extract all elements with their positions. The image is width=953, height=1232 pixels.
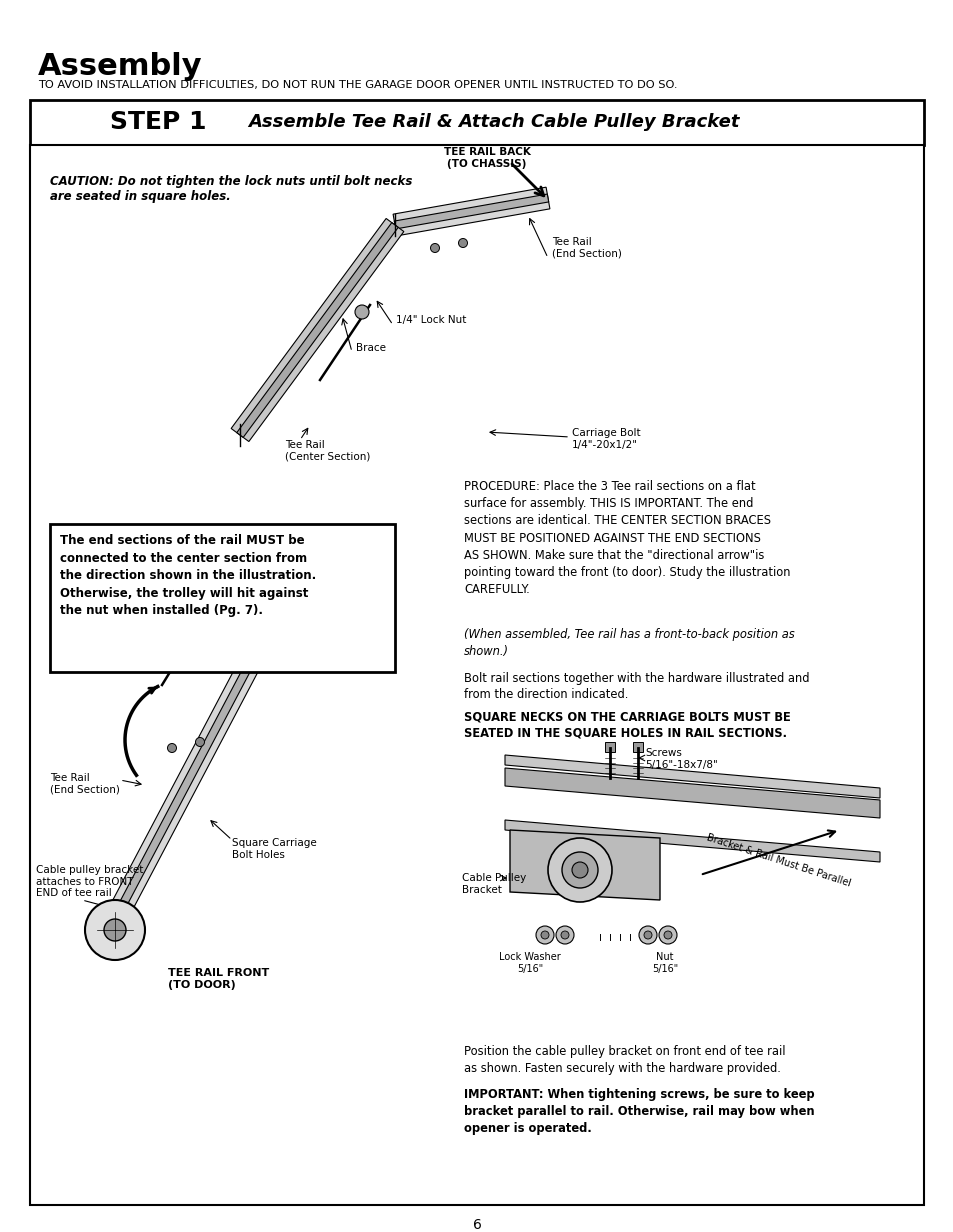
Polygon shape [504,768,879,818]
Polygon shape [236,223,397,437]
Text: 1/4" Lock Nut: 1/4" Lock Nut [395,315,466,325]
Text: PROCEDURE: Place the 3 Tee rail sections on a flat
surface for assembly. THIS IS: PROCEDURE: Place the 3 Tee rail sections… [463,480,790,596]
Text: (When assembled, Tee rail has a front-to-back position as
shown.): (When assembled, Tee rail has a front-to… [463,628,794,658]
Text: Bracket & Rail Must Be Parallel: Bracket & Rail Must Be Parallel [704,832,851,888]
Circle shape [547,838,612,902]
Text: SQUARE NECKS ON THE CARRIAGE BOLTS MUST BE
SEATED IN THE SQUARE HOLES IN RAIL SE: SQUARE NECKS ON THE CARRIAGE BOLTS MUST … [463,710,790,739]
Circle shape [540,931,548,939]
Text: STEP 1: STEP 1 [110,110,206,134]
Circle shape [168,743,176,753]
Polygon shape [111,630,274,915]
Text: Assemble Tee Rail & Attach Cable Pulley Bracket: Assemble Tee Rail & Attach Cable Pulley … [248,113,739,131]
Text: Tee Rail
(End Section): Tee Rail (End Section) [50,772,120,795]
Bar [633,742,642,752]
Polygon shape [504,755,879,798]
Text: Nut
5/16": Nut 5/16" [651,952,678,973]
Polygon shape [510,830,659,901]
Text: Cable Pulley
Bracket: Cable Pulley Bracket [461,873,526,894]
Bar [30,145,923,1205]
Circle shape [659,926,677,944]
Circle shape [195,738,204,747]
Text: Lock Washer
5/16": Lock Washer 5/16" [498,952,560,973]
Polygon shape [504,821,879,862]
Circle shape [572,862,587,878]
Text: Square Carriage
Bolt Holes: Square Carriage Bolt Holes [232,838,316,860]
Polygon shape [231,218,403,441]
Circle shape [355,306,369,319]
Polygon shape [394,195,548,229]
Polygon shape [393,187,549,235]
Circle shape [639,926,657,944]
Text: Brace: Brace [355,342,386,354]
Text: 6: 6 [472,1218,481,1232]
Text: Assembly: Assembly [38,52,202,81]
Text: Tee Rail
(End Section): Tee Rail (End Section) [552,238,621,259]
Text: Bolt rail sections together with the hardware illustrated and
from the direction: Bolt rail sections together with the har… [463,671,809,701]
Text: Brace: Brace [220,638,250,648]
Circle shape [190,615,204,630]
Circle shape [430,244,439,253]
Text: Position the cable pulley bracket on front end of tee rail
as shown. Fasten secu: Position the cable pulley bracket on fro… [463,1045,784,1076]
Circle shape [104,919,126,941]
Text: IMPORTANT: When tightening screws, be sure to keep
bracket parallel to rail. Oth: IMPORTANT: When tightening screws, be su… [463,1088,814,1135]
Circle shape [556,926,574,944]
Text: The end sections of the rail MUST be
connected to the center section from
the di: The end sections of the rail MUST be con… [60,533,315,617]
Text: Tee Rail
(Center Section): Tee Rail (Center Section) [285,440,370,462]
Text: TEE RAIL BACK
(TO CHASSIS): TEE RAIL BACK (TO CHASSIS) [443,147,530,169]
Text: TO AVOID INSTALLATION DIFFICULTIES, DO NOT RUN THE GARAGE DOOR OPENER UNTIL INST: TO AVOID INSTALLATION DIFFICULTIES, DO N… [38,80,677,90]
Circle shape [561,853,598,888]
Circle shape [643,931,651,939]
Bar [50,524,395,671]
Circle shape [560,931,568,939]
Bar [30,100,923,145]
Circle shape [536,926,554,944]
Text: Screws
5/16"-18x7/8": Screws 5/16"-18x7/8" [644,748,717,770]
Circle shape [663,931,671,939]
Text: Carriage Bolt
1/4"-20x1/2": Carriage Bolt 1/4"-20x1/2" [572,428,640,450]
Circle shape [85,901,145,960]
Bar [604,742,615,752]
Text: CAUTION: Do not tighten the lock nuts until bolt necks
are seated in square hole: CAUTION: Do not tighten the lock nuts un… [50,175,412,203]
Circle shape [458,239,467,248]
Polygon shape [116,633,268,912]
Text: Cable pulley bracket
attaches to FRONT
END of tee rail: Cable pulley bracket attaches to FRONT E… [36,865,143,898]
Text: TEE RAIL FRONT
(TO DOOR): TEE RAIL FRONT (TO DOOR) [168,968,269,989]
